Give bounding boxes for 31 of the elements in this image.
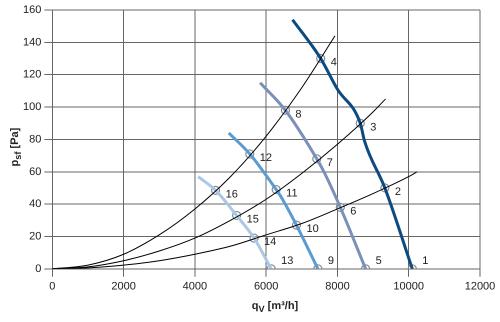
annotation: 5 [376, 254, 382, 267]
annotation: 4 [330, 56, 337, 69]
annotation: 1 [422, 254, 428, 267]
annotation: 2 [394, 186, 401, 198]
annotation: 11 [286, 188, 298, 200]
annotation: 7 [326, 156, 333, 169]
annotation: 10 [306, 223, 319, 236]
y-tick-label: 160 [22, 4, 42, 16]
annotation: 6 [350, 205, 356, 218]
y-tick-label: 20 [29, 230, 42, 242]
annotation: 16 [226, 188, 238, 200]
y-tick-label: 80 [29, 133, 42, 146]
x-tick-label: 2000 [111, 280, 136, 292]
x-tick-label: 12000 [464, 280, 496, 292]
y-tick-label: 140 [22, 36, 42, 48]
annotation: 15 [246, 213, 259, 226]
x-tick-label: 4000 [182, 280, 208, 292]
y-tick-label: 60 [29, 166, 42, 178]
annotation: 9 [328, 254, 334, 267]
annotation: 3 [370, 121, 376, 134]
y-tick-label: 0 [35, 262, 42, 275]
x-tick-label: 8000 [325, 280, 350, 292]
y-tick-label: 40 [29, 198, 42, 210]
y-tick-label: 120 [22, 68, 42, 81]
x-tick-label: 10000 [393, 280, 424, 292]
y-tick-label: 100 [22, 101, 42, 114]
x-tick-label: 6000 [254, 280, 278, 292]
x-tick-label: 0 [49, 280, 56, 292]
annotation: 13 [281, 254, 294, 267]
annotation: 8 [295, 108, 302, 120]
x-axis-title: q$_{V}$ [m³/h] [250, 300, 300, 314]
